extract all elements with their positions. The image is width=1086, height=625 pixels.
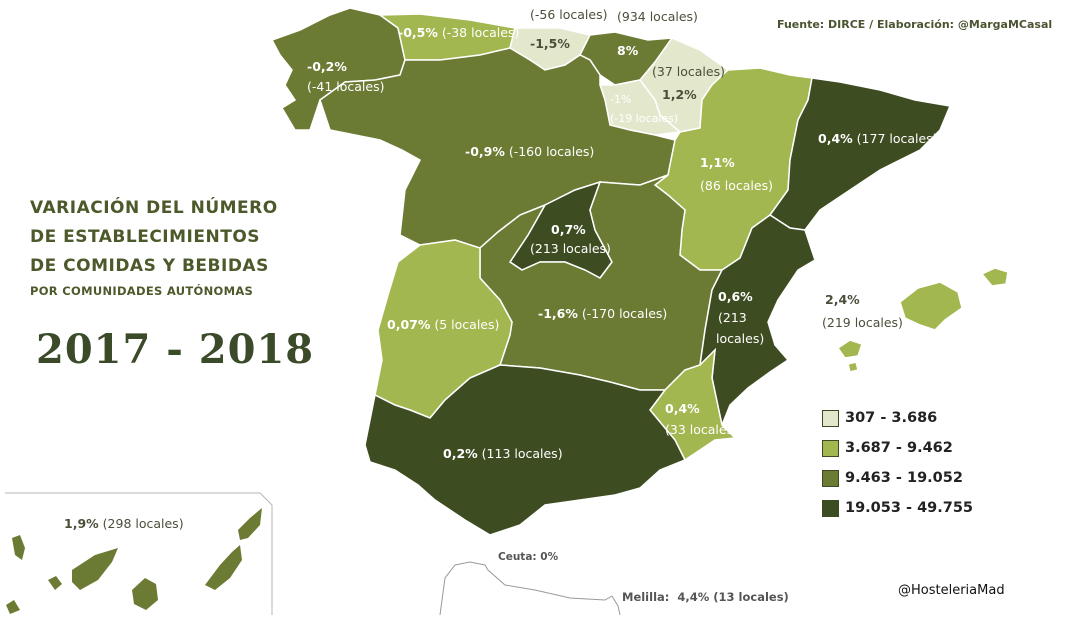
legend: 307 - 3.686 3.687 - 9.462 9.463 - 19.052… [822,408,973,528]
legend-label: 19.053 - 49.755 [845,500,974,516]
legend-item: 9.463 - 19.052 [822,468,973,488]
label-andalucia-locales: (113 locales) [481,446,563,461]
title-block: VARIACIÓN DEL NÚMERO DE ESTABLECIMIENTOS… [30,194,320,301]
title-line-4: POR COMUNIDADES AUTÓNOMAS [30,284,254,298]
legend-swatch [822,409,839,427]
label-galicia: -0,2% [307,58,347,75]
label-canarias-locales: (298 locales) [102,516,184,531]
label-andalucia: 0,2% (113 locales) [443,445,563,462]
label-cataluna-pct: 0,4% [818,131,853,146]
label-ceuta: Ceuta: 0% [498,551,558,563]
label-galicia-locales: (-41 locales) [307,79,385,94]
label-madrid-pct: 0,7% [551,222,586,237]
label-castilla-leon-locales: (-160 locales) [508,144,595,159]
legend-item: 19.053 - 49.755 [822,498,973,518]
region-valencia [698,214,816,428]
label-asturias-pct: -0,5% [398,25,438,40]
legend-swatch [822,499,839,517]
region-canarias-la-gomera [48,576,62,590]
label-canarias: 1,9% (298 locales) [64,515,184,532]
label-castilla-la-mancha-pct: -1,6% [538,306,578,321]
label-valencia-pct: 0,6% [718,289,753,304]
legend-label: 3.687 - 9.462 [845,440,953,456]
region-castilla-leon [319,47,676,249]
label-castilla-leon: -0,9% (-160 locales) [465,143,594,160]
legend-item: 307 - 3.686 [822,408,973,428]
canarias-inset-frame [5,492,273,615]
title-line-2: DE ESTABLECIMIENTOS [30,227,261,247]
region-baleares-menorca [980,267,1009,287]
label-castilla-la-mancha-locales: (-170 locales) [581,306,668,321]
region-canarias-el-hierro [6,600,20,614]
label-andalucia-pct: 0,2% [443,446,478,461]
ceuta-melilla-coast [439,561,621,616]
label-castilla-leon-pct: -0,9% [465,144,505,159]
label-valencia-locales-2: locales) [716,331,765,346]
label-pais-vasco-pct: 8% [617,43,639,58]
label-baleares-pct: 2,4% [825,292,860,307]
legend-item: 3.687 - 9.462 [822,438,973,458]
title-line-3: DE COMIDAS Y BEBIDAS [30,256,269,276]
label-cantabria-locales: (-56 locales) [530,7,608,22]
label-navarra-pct: 1,2% [662,87,697,102]
label-asturias-locales: (-38 locales) [441,25,520,40]
twitter-handle: @HosteleriaMad [898,583,1005,598]
label-melilla: Melilla: 4,4% (13 locales) [622,590,789,604]
region-canarias-la-palma [12,535,25,560]
region-canarias-fuerteventura [205,545,242,590]
label-cantabria-pct: -1,5% [530,36,570,51]
title-line-1: VARIACIÓN DEL NÚMERO [30,198,278,218]
label-extremadura-locales: (5 locales) [434,317,500,332]
label-madrid-locales: (213 locales) [530,241,611,256]
year-range: 2017 - 2018 [36,326,315,373]
region-baleares-mallorca [899,281,963,331]
label-castilla-la-mancha: -1,6% (-170 locales) [538,305,667,322]
region-canarias-tenerife [72,548,118,590]
label-asturias: -0,5% (-38 locales) [398,24,519,41]
label-la-rioja-locales: (-19 locales) [610,112,679,125]
melilla-name: Melilla: [622,590,670,604]
label-aragon-pct: 1,1% [700,155,735,170]
region-andalucia [364,364,687,536]
label-baleares-locales: (219 locales) [822,315,903,330]
region-baleares-formentera [847,361,859,373]
legend-swatch [822,469,839,487]
label-galicia-pct: -0,2% [307,59,347,74]
region-canarias-gran-canaria [132,578,158,610]
melilla-value: 4,4% (13 locales) [677,590,789,604]
label-murcia-pct: 0,4% [665,401,700,416]
label-murcia-locales: (33 locales) [665,422,738,437]
region-baleares-ibiza [836,339,863,359]
label-extremadura-pct: 0,07% [387,317,431,332]
ceuta-value: 0% [540,551,559,563]
legend-label: 307 - 3.686 [845,410,938,426]
label-canarias-pct: 1,9% [64,516,99,531]
source-credit: Fuente: DIRCE / Elaboración: @MargaMCasa… [777,18,1053,31]
label-la-rioja-pct: -1% [610,93,632,106]
ceuta-name: Ceuta: [498,551,537,563]
label-valencia-locales-1: (213 [718,310,747,325]
label-cataluna: 0,4% (177 locales) [818,130,938,147]
region-canarias-lanzarote [238,508,262,540]
label-navarra-locales: (37 locales) [652,64,725,79]
label-cataluna-locales: (177 locales) [856,131,938,146]
label-pais-vasco-locales: (934 locales) [617,9,698,24]
region-cataluna [768,77,952,231]
label-aragon-locales: (86 locales) [700,178,773,193]
legend-label: 9.463 - 19.052 [845,470,963,486]
label-extremadura: 0,07% (5 locales) [387,316,499,333]
legend-swatch [822,439,839,457]
